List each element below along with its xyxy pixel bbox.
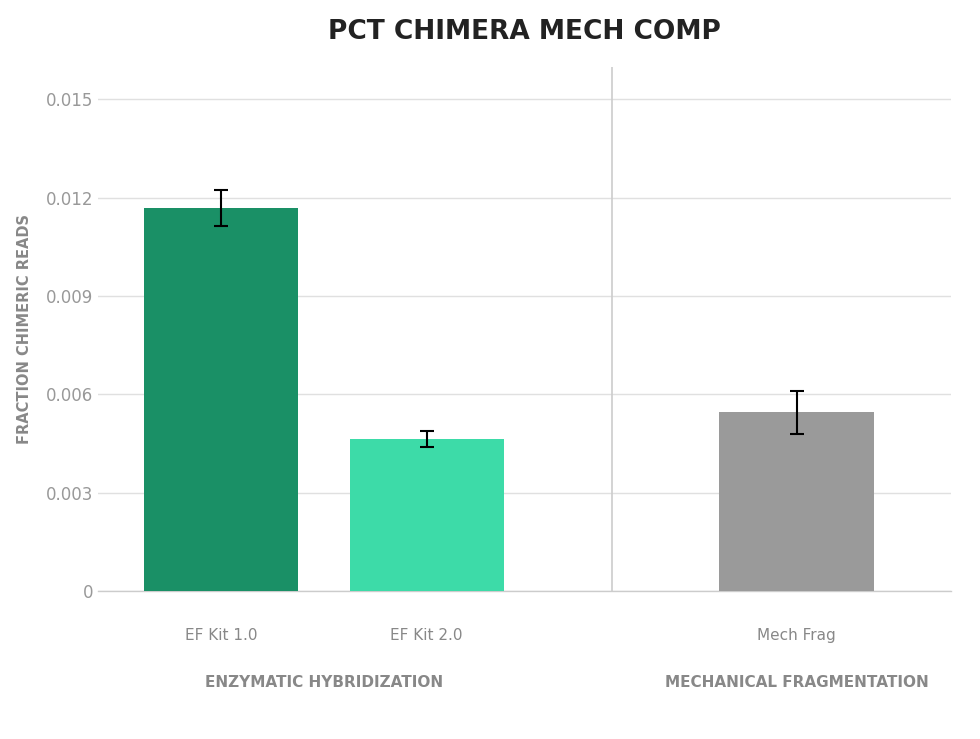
Text: ENZYMATIC HYBRIDIZATION: ENZYMATIC HYBRIDIZATION bbox=[205, 675, 443, 690]
Bar bbox=[350, 439, 504, 591]
Y-axis label: FRACTION CHIMERIC READS: FRACTION CHIMERIC READS bbox=[17, 214, 31, 444]
Text: MECHANICAL FRAGMENTATION: MECHANICAL FRAGMENTATION bbox=[664, 675, 928, 690]
Text: EF Kit 1.0: EF Kit 1.0 bbox=[185, 628, 258, 643]
Text: EF Kit 2.0: EF Kit 2.0 bbox=[390, 628, 463, 643]
Bar bbox=[144, 208, 298, 591]
Text: Mech Frag: Mech Frag bbox=[758, 628, 836, 643]
Bar bbox=[719, 412, 873, 591]
Title: PCT CHIMERA MECH COMP: PCT CHIMERA MECH COMP bbox=[328, 18, 720, 45]
